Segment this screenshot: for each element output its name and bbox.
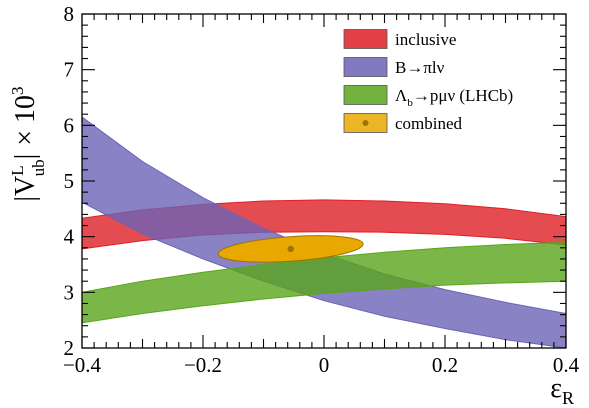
legend-marker	[362, 120, 369, 126]
combined-layer	[217, 235, 364, 263]
y-tick-label: 2	[64, 336, 75, 360]
legend-swatch	[343, 57, 388, 77]
band-b_to_pi_l_nu	[82, 116, 566, 348]
y-tick-label: 7	[64, 58, 75, 82]
bands-layer	[82, 116, 566, 348]
ticks-layer: −0.4 −0.2 0 0.2 0.4 2 3 4 5 6 7 8	[63, 2, 580, 377]
combined-center-point	[287, 245, 294, 253]
legend-label: inclusive	[395, 30, 456, 49]
x-tick-label: −0.2	[184, 353, 222, 377]
x-tick-label: 0.2	[432, 353, 458, 377]
x-tick-label: 0	[319, 353, 330, 377]
y-tick-label: 3	[64, 280, 75, 304]
y-tick-label: 5	[64, 169, 75, 193]
legend-label: combined	[395, 114, 463, 133]
y-axis-label: |VL ub|× 103	[8, 86, 48, 201]
y-tick-label: 6	[64, 113, 75, 137]
legend-label: Λb→pμν (LHCb)	[395, 86, 513, 109]
y-tick-label: 8	[64, 2, 75, 26]
legend-label: B→πlν	[395, 58, 445, 77]
band-lambda_b_to_p_mu_nu	[82, 241, 566, 324]
legend-swatch	[343, 85, 388, 105]
x-tick-label: 0.4	[553, 353, 580, 377]
y-tick-label: 4	[64, 225, 75, 249]
x-axis-label: εR	[550, 373, 574, 408]
legend-swatch	[343, 29, 388, 49]
legend: inclusive B→πlν Λb→pμν (LHCb) combined	[343, 29, 513, 133]
x-tick-label: −0.4	[63, 353, 102, 377]
